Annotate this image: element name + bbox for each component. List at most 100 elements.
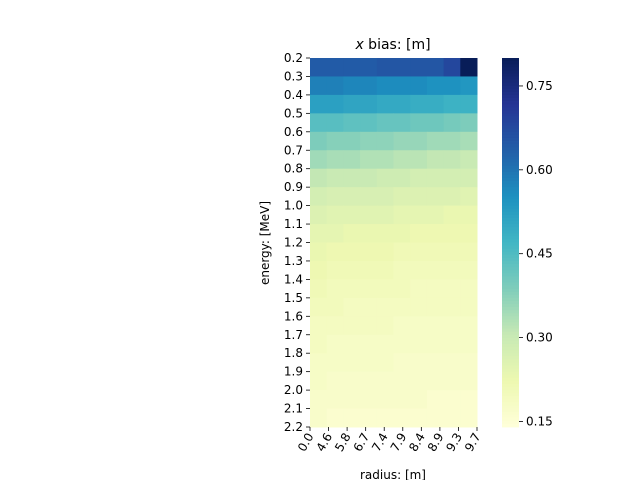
heatmap-cell xyxy=(310,242,328,262)
heatmap-cell xyxy=(410,113,428,133)
heatmap-cell xyxy=(443,113,461,133)
heatmap-cell xyxy=(460,58,478,77)
colorbar-segment xyxy=(502,319,519,323)
colorbar-segment xyxy=(502,331,519,336)
heatmap-cell xyxy=(360,187,378,207)
heatmap-cell xyxy=(326,94,344,114)
heatmap-cell xyxy=(443,205,461,225)
colorbar-segment xyxy=(502,224,519,228)
heatmap-cell xyxy=(426,94,445,114)
colorbar-segment xyxy=(502,190,519,194)
y-tick-label: 0.9 xyxy=(284,180,303,194)
heatmap-cell xyxy=(343,76,361,96)
y-tick-label: 1.7 xyxy=(284,328,303,342)
heatmap-cell xyxy=(326,371,344,391)
colorbar-segment xyxy=(502,380,519,385)
heatmap-cell xyxy=(393,260,411,280)
heatmap-cell xyxy=(360,168,378,188)
heatmap-cell xyxy=(410,297,428,317)
heatmap-cell xyxy=(376,390,394,410)
colorbar-segment xyxy=(502,343,519,348)
heatmap-cell xyxy=(443,94,461,114)
colorbar-segment xyxy=(502,337,519,342)
colorbar-segment xyxy=(502,273,519,277)
heatmap-cell xyxy=(376,260,394,280)
colorbar-segment xyxy=(502,91,519,96)
heatmap-cell xyxy=(460,353,478,373)
colorbar-segment xyxy=(502,97,519,102)
heatmap-cell xyxy=(310,168,328,188)
colorbar-segment xyxy=(502,211,519,216)
heatmap-cell xyxy=(343,187,361,207)
heatmap-cell xyxy=(360,113,378,133)
heatmap-cell xyxy=(426,408,445,428)
heatmap-cell xyxy=(426,316,445,336)
colorbar-segment xyxy=(502,408,519,413)
colorbar-tick-label: 0.75 xyxy=(526,79,553,93)
heatmap-cell xyxy=(426,58,445,77)
heatmap-cell xyxy=(360,408,378,428)
heatmap-cell xyxy=(460,371,478,391)
heatmap-cell xyxy=(343,390,361,410)
heatmap-cell xyxy=(376,371,394,391)
heatmap-cell xyxy=(343,168,361,188)
colorbar-segment xyxy=(502,128,519,133)
colorbar-segment xyxy=(502,193,519,197)
heatmap-cell xyxy=(326,168,344,188)
colorbar-segment xyxy=(502,208,519,213)
heatmap-cell xyxy=(393,113,411,133)
colorbar-segment xyxy=(502,64,519,68)
colorbar-segment xyxy=(502,150,519,154)
colorbar-segment xyxy=(502,122,519,127)
colorbar-segment xyxy=(502,356,519,360)
y-tick-label: 0.3 xyxy=(284,69,303,83)
heatmap-cell xyxy=(326,279,344,299)
colorbar-segment xyxy=(502,383,519,388)
heatmap-cell xyxy=(393,224,411,243)
heatmap-cell xyxy=(393,168,411,188)
heatmap-cell xyxy=(426,150,445,170)
heatmap-cell xyxy=(393,58,411,77)
colorbar-segment xyxy=(502,402,519,406)
heatmap-cell xyxy=(376,408,394,428)
colorbar-segment xyxy=(502,417,519,422)
colorbar-segment xyxy=(502,153,519,157)
heatmap-cell xyxy=(443,131,461,151)
colorbar-tick-label: 0.15 xyxy=(526,414,553,428)
heatmap-cell xyxy=(326,334,344,354)
heatmap-cell xyxy=(410,168,428,188)
y-tick-label: 1.0 xyxy=(284,199,303,213)
colorbar-segment xyxy=(502,171,519,176)
heatmap-cell xyxy=(410,408,428,428)
colorbar-segment xyxy=(502,181,519,185)
colorbar-segment xyxy=(502,322,519,326)
heatmap-cell xyxy=(360,94,378,114)
colorbar-segment xyxy=(502,245,519,250)
heatmap-cell xyxy=(410,353,428,373)
heatmap-cell xyxy=(393,371,411,391)
colorbar-segment xyxy=(502,374,519,379)
heatmap-cell xyxy=(360,390,378,410)
heatmap-cell xyxy=(443,150,461,170)
heatmap-cell xyxy=(443,242,461,262)
heatmap-cell xyxy=(393,297,411,317)
heatmap-cell xyxy=(393,334,411,354)
y-tick-label: 2.0 xyxy=(284,383,303,397)
heatmap-cell xyxy=(460,113,478,133)
colorbar-segment xyxy=(502,110,519,114)
heatmap-cell xyxy=(443,279,461,299)
colorbar-segment xyxy=(502,359,519,363)
heatmap-cell xyxy=(326,297,344,317)
colorbar-segment xyxy=(502,390,519,394)
heatmap-cell xyxy=(426,260,445,280)
heatmap-cell xyxy=(443,58,461,77)
heatmap-cell xyxy=(443,76,461,96)
colorbar-segment xyxy=(502,227,519,231)
colorbar-segment xyxy=(502,393,519,397)
colorbar-segment xyxy=(502,405,519,409)
colorbar-segment xyxy=(502,270,519,274)
heatmap-cell xyxy=(443,371,461,391)
heatmap-cell xyxy=(426,279,445,299)
heatmap-cell xyxy=(410,224,428,243)
x-tick-label: 6.7 xyxy=(351,431,373,455)
